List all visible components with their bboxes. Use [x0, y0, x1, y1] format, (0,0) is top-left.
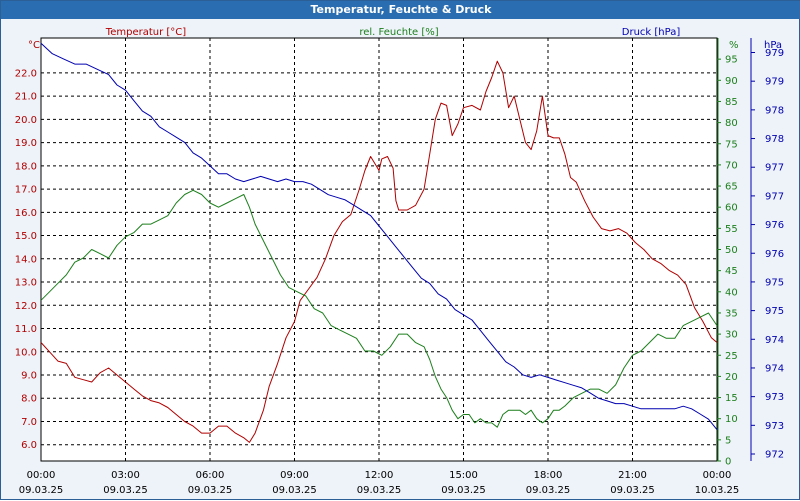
- temp-tick-label: 13.0: [15, 278, 37, 289]
- humidity-tick-label: 90: [725, 76, 738, 87]
- humidity-tick-label: 30: [725, 330, 738, 341]
- x-tick-time: 06:00: [196, 470, 225, 481]
- window-title: Temperatur, Feuchte & Druck: [1, 1, 800, 19]
- temp-tick-label: 16.0: [15, 208, 37, 219]
- pressure-unit: hPa: [764, 40, 782, 51]
- temp-tick-label: 7.0: [21, 417, 37, 428]
- x-tick-date: 09.03.25: [610, 485, 655, 496]
- x-tick-date: 09.03.25: [272, 485, 317, 496]
- x-tick-date: 09.03.25: [188, 485, 233, 496]
- pressure-line: [40, 42, 718, 431]
- pressure-tick-label: 973: [765, 421, 784, 432]
- temp-tick-label: 15.0: [15, 231, 37, 242]
- x-tick-date: 09.03.25: [441, 485, 486, 496]
- humidity-tick-label: 75: [725, 139, 738, 150]
- pressure-tick-label: 977: [765, 163, 784, 174]
- humidity-tick-label: 35: [725, 308, 738, 319]
- temp-tick-label: 12.0: [15, 301, 37, 312]
- x-tick-time: 18:00: [534, 470, 563, 481]
- pressure-tick-label: 975: [765, 277, 784, 288]
- humidity-tick-label: 10: [725, 414, 738, 425]
- temp-tick-label: 19.0: [15, 138, 37, 149]
- x-tick-date: 09.03.25: [103, 485, 148, 496]
- x-tick-time: 15:00: [449, 470, 478, 481]
- x-tick-time: 12:00: [365, 470, 394, 481]
- x-tick-date: 09.03.25: [19, 485, 64, 496]
- pressure-tick-label: 979: [765, 77, 784, 88]
- humidity-tick-label: 45: [725, 266, 738, 277]
- temperature-line: [40, 60, 718, 443]
- pressure-tick-label: 976: [765, 249, 784, 260]
- humidity-tick-label: 55: [725, 224, 738, 235]
- pressure-tick-label: 974: [765, 335, 784, 346]
- temp-tick-label: 9.0: [21, 371, 37, 382]
- humidity-tick-label: 85: [725, 97, 738, 108]
- x-tick-time: 03:00: [111, 470, 140, 481]
- x-tick-date: 09.03.25: [357, 485, 402, 496]
- x-tick-time: 09:00: [280, 470, 309, 481]
- x-tick-time: 00:00: [27, 470, 56, 481]
- pressure-tick-label: 977: [765, 191, 784, 202]
- humidity-unit: %: [729, 40, 739, 51]
- temp-tick-label: 17.0: [15, 185, 37, 196]
- humidity-tick-label: 40: [725, 287, 738, 298]
- humidity-axis-label: rel. Feuchte [%]: [359, 27, 438, 38]
- pressure-tick-label: 972: [765, 450, 784, 461]
- temp-tick-label: 21.0: [15, 92, 37, 103]
- pressure-tick-label: 979: [765, 48, 784, 59]
- temp-tick-label: 6.0: [21, 440, 37, 451]
- x-tick-time: 00:00: [703, 470, 732, 481]
- pressure-tick-label: 978: [765, 134, 784, 145]
- humidity-tick-label: 20: [725, 372, 738, 383]
- humidity-tick-label: 60: [725, 203, 738, 214]
- temp-tick-label: 18.0: [15, 161, 37, 172]
- temp-axis-label: Temperatur [°C]: [105, 27, 186, 38]
- x-tick-date: 09.03.25: [526, 485, 571, 496]
- humidity-tick-label: 0: [725, 457, 731, 468]
- temp-tick-label: 8.0: [21, 394, 37, 405]
- humidity-tick-label: 80: [725, 118, 738, 129]
- x-tick-time: 21:00: [618, 470, 647, 481]
- humidity-tick-label: 65: [725, 182, 738, 193]
- humidity-tick-label: 95: [725, 55, 738, 66]
- humidity-tick-label: 25: [725, 351, 738, 362]
- temp-unit: °C: [28, 40, 40, 51]
- temp-tick-label: 22.0: [15, 68, 37, 79]
- pressure-tick-label: 974: [765, 363, 784, 374]
- pressure-tick-label: 978: [765, 105, 784, 116]
- pressure-tick-label: 973: [765, 392, 784, 403]
- temp-tick-label: 10.0: [15, 347, 37, 358]
- temp-tick-label: 14.0: [15, 254, 37, 265]
- humidity-tick-label: 50: [725, 245, 738, 256]
- x-tick-date: 10.03.25: [695, 485, 740, 496]
- temp-tick-label: 20.0: [15, 115, 37, 126]
- humidity-tick-label: 5: [725, 435, 731, 446]
- pressure-axis-label: Druck [hPa]: [622, 27, 681, 38]
- pressure-tick-label: 975: [765, 306, 784, 317]
- humidity-line: [40, 189, 718, 428]
- humidity-tick-label: 15: [725, 393, 738, 404]
- temp-tick-label: 11.0: [15, 324, 37, 335]
- humidity-tick-label: 70: [725, 160, 738, 171]
- pressure-tick-label: 976: [765, 220, 784, 231]
